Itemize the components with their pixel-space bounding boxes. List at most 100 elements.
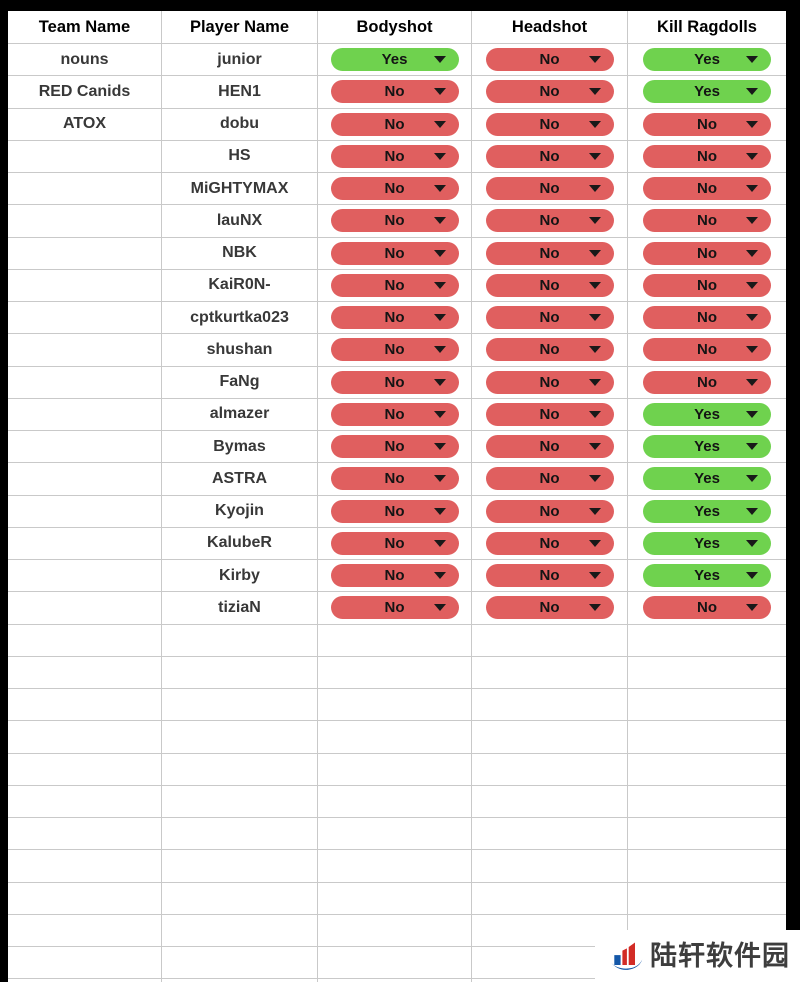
bodyshot-dropdown[interactable]: No — [330, 564, 459, 588]
bodyshot-dropdown[interactable]: Yes — [330, 48, 459, 72]
headshot-dropdown[interactable]: No — [485, 48, 614, 72]
headshot-dropdown[interactable]: No — [485, 467, 614, 491]
chevron-down-icon — [433, 185, 446, 193]
kill-ragdolls-cell: No — [628, 173, 786, 206]
player-name-cell: tiziaN — [162, 592, 318, 625]
kill-ragdolls-dropdown[interactable]: Yes — [643, 80, 771, 104]
bodyshot-dropdown[interactable]: No — [330, 80, 459, 104]
bodyshot-dropdown[interactable]: No — [330, 177, 459, 201]
table-row: NBK No No No — [8, 237, 786, 270]
headshot-dropdown[interactable]: No — [485, 80, 614, 104]
bodyshot-dropdown[interactable]: No — [330, 467, 459, 491]
kill-ragdolls-dropdown[interactable]: Yes — [643, 435, 771, 459]
kill-ragdolls-dropdown[interactable]: No — [643, 209, 771, 233]
headshot-dropdown[interactable]: No — [485, 499, 614, 523]
chevron-down-icon — [433, 281, 446, 289]
bodyshot-dropdown[interactable]: No — [330, 435, 459, 459]
empty-row — [8, 721, 786, 754]
kill-ragdolls-dropdown[interactable]: No — [643, 144, 771, 168]
headshot-dropdown[interactable]: No — [485, 241, 614, 265]
headshot-dropdown[interactable]: No — [485, 370, 614, 394]
headshot-dropdown[interactable]: No — [485, 144, 614, 168]
empty-cell — [628, 657, 786, 689]
headshot-dropdown[interactable]: No — [485, 402, 614, 426]
bodyshot-dropdown[interactable]: No — [330, 370, 459, 394]
headshot-dropdown[interactable]: No — [485, 177, 614, 201]
kill-ragdolls-dropdown[interactable]: No — [643, 338, 771, 362]
kill-ragdolls-cell: No — [628, 109, 786, 141]
empty-cell — [318, 979, 472, 982]
kill-ragdolls-dropdown[interactable]: No — [643, 370, 771, 394]
headshot-dropdown[interactable]: No — [485, 209, 614, 233]
chevron-down-icon — [433, 572, 446, 580]
player-name-cell: KaiR0N- — [162, 269, 318, 302]
kill-ragdolls-dropdown[interactable]: Yes — [643, 499, 771, 523]
header-kill-ragdolls: Kill Ragdolls — [628, 11, 786, 44]
bodyshot-dropdown[interactable]: No — [330, 338, 459, 362]
kill-ragdolls-dropdown[interactable]: Yes — [643, 564, 771, 588]
kill-ragdolls-dropdown[interactable]: No — [643, 306, 771, 330]
kill-ragdolls-dropdown[interactable]: No — [643, 177, 771, 201]
bodyshot-value: No — [384, 341, 405, 359]
bodyshot-dropdown[interactable]: No — [330, 402, 459, 426]
bodyshot-dropdown[interactable]: No — [330, 531, 459, 555]
kill-ragdolls-cell: No — [628, 302, 786, 335]
empty-cell — [162, 914, 318, 947]
kill-ragdolls-cell: Yes — [628, 431, 786, 464]
chevron-down-icon — [588, 120, 601, 128]
bodyshot-dropdown[interactable]: No — [330, 241, 459, 265]
chevron-down-icon — [746, 475, 758, 483]
kill-ragdolls-dropdown[interactable]: Yes — [643, 402, 771, 426]
chevron-down-icon — [588, 185, 601, 193]
chevron-down-icon — [433, 120, 446, 128]
bodyshot-dropdown[interactable]: No — [330, 112, 459, 136]
kill-ragdolls-dropdown[interactable]: No — [643, 273, 771, 297]
bodyshot-dropdown[interactable]: No — [330, 499, 459, 523]
empty-cell — [8, 882, 162, 915]
chevron-down-icon — [433, 475, 446, 483]
empty-cell — [8, 947, 162, 980]
chevron-down-icon — [588, 604, 601, 612]
chevron-down-icon — [433, 378, 446, 386]
empty-cell — [162, 947, 318, 980]
bodyshot-dropdown[interactable]: No — [330, 306, 459, 330]
chevron-down-icon — [746, 443, 758, 451]
player-name-cell: FaNg — [162, 366, 318, 399]
chevron-down-icon — [588, 539, 601, 547]
headshot-dropdown[interactable]: No — [485, 531, 614, 555]
kill-ragdolls-dropdown[interactable]: No — [643, 596, 771, 620]
headshot-dropdown[interactable]: No — [485, 306, 614, 330]
empty-cell — [8, 979, 162, 982]
kill-ragdolls-dropdown[interactable]: Yes — [643, 467, 771, 491]
kill-ragdolls-dropdown[interactable]: Yes — [643, 48, 771, 72]
chevron-down-icon — [588, 346, 601, 354]
headshot-dropdown[interactable]: No — [485, 435, 614, 459]
kill-ragdolls-dropdown[interactable]: No — [643, 241, 771, 265]
headshot-cell: No — [472, 108, 628, 141]
bodyshot-value: No — [384, 599, 405, 617]
chevron-down-icon — [588, 152, 601, 160]
chevron-down-icon — [588, 88, 601, 96]
chevron-down-icon — [746, 249, 758, 257]
empty-cell — [162, 850, 318, 883]
kill-ragdolls-dropdown[interactable]: No — [643, 112, 771, 136]
bodyshot-cell: No — [318, 463, 472, 496]
player-name-cell: almazer — [162, 398, 318, 431]
headshot-dropdown[interactable]: No — [485, 564, 614, 588]
chevron-down-icon — [433, 410, 446, 418]
bodyshot-dropdown[interactable]: No — [330, 144, 459, 168]
kill-ragdolls-value: No — [697, 180, 717, 198]
headshot-dropdown[interactable]: No — [485, 338, 614, 362]
team-name-cell — [8, 302, 162, 335]
bodyshot-dropdown[interactable]: No — [330, 209, 459, 233]
empty-cell — [628, 786, 786, 818]
bodyshot-dropdown[interactable]: No — [330, 596, 459, 620]
headshot-dropdown[interactable]: No — [485, 596, 614, 620]
chevron-down-icon — [588, 378, 601, 386]
kill-ragdolls-dropdown[interactable]: Yes — [643, 531, 771, 555]
kill-ragdolls-cell: No — [628, 141, 786, 173]
bodyshot-dropdown[interactable]: No — [330, 273, 459, 297]
headshot-dropdown[interactable]: No — [485, 273, 614, 297]
headshot-dropdown[interactable]: No — [485, 112, 614, 136]
kill-ragdolls-cell: No — [628, 367, 786, 399]
